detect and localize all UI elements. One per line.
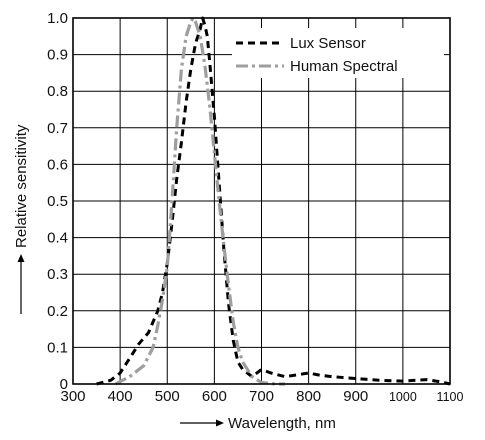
x-tick-label: 1000	[389, 390, 417, 404]
legend-label-lux-sensor: Lux Sensor	[290, 35, 366, 52]
y-tick-label: 0.3	[47, 266, 68, 283]
x-axis-arrow-head	[216, 420, 224, 427]
x-tick-label: 400	[108, 388, 133, 405]
x-tick-label: 700	[249, 388, 274, 405]
legend-label-human-spectral: Human Spectral	[290, 58, 398, 75]
y-tick-label: 0.5	[47, 193, 68, 210]
y-axis-label-group: Relative sensitivity	[13, 124, 30, 314]
y-tick-labels: 0 0.1 0.2 0.3 0.4 0.5 0.6 0.7 0.8 0.9 1.0	[47, 10, 68, 393]
x-axis-label: Wavelength, nm	[228, 415, 336, 432]
y-tick-label: 0.9	[47, 47, 68, 64]
x-tick-label: 800	[296, 388, 321, 405]
y-tick-label: 0.2	[47, 303, 68, 320]
y-tick-label: 0.4	[47, 230, 68, 247]
x-axis-label-group: Wavelength, nm	[180, 415, 336, 432]
y-tick-label: 0.8	[47, 83, 68, 100]
x-tick-label: 900	[343, 388, 368, 405]
y-tick-label: 1.0	[47, 10, 68, 27]
y-tick-label: 0	[60, 376, 68, 393]
y-axis-arrow-head	[18, 254, 25, 262]
x-tick-label: 1100	[437, 390, 464, 404]
x-tick-labels: 300 400 500 600 700 800 900 1000 1100	[60, 388, 463, 405]
y-tick-label: 0.7	[47, 120, 68, 137]
y-tick-label: 0.6	[47, 156, 68, 173]
x-tick-label: 500	[155, 388, 180, 405]
legend: Lux Sensor Human Spectral	[232, 28, 444, 78]
x-tick-label: 600	[202, 388, 227, 405]
y-axis-label: Relative sensitivity	[13, 124, 30, 248]
y-tick-label: 0.1	[47, 339, 68, 356]
